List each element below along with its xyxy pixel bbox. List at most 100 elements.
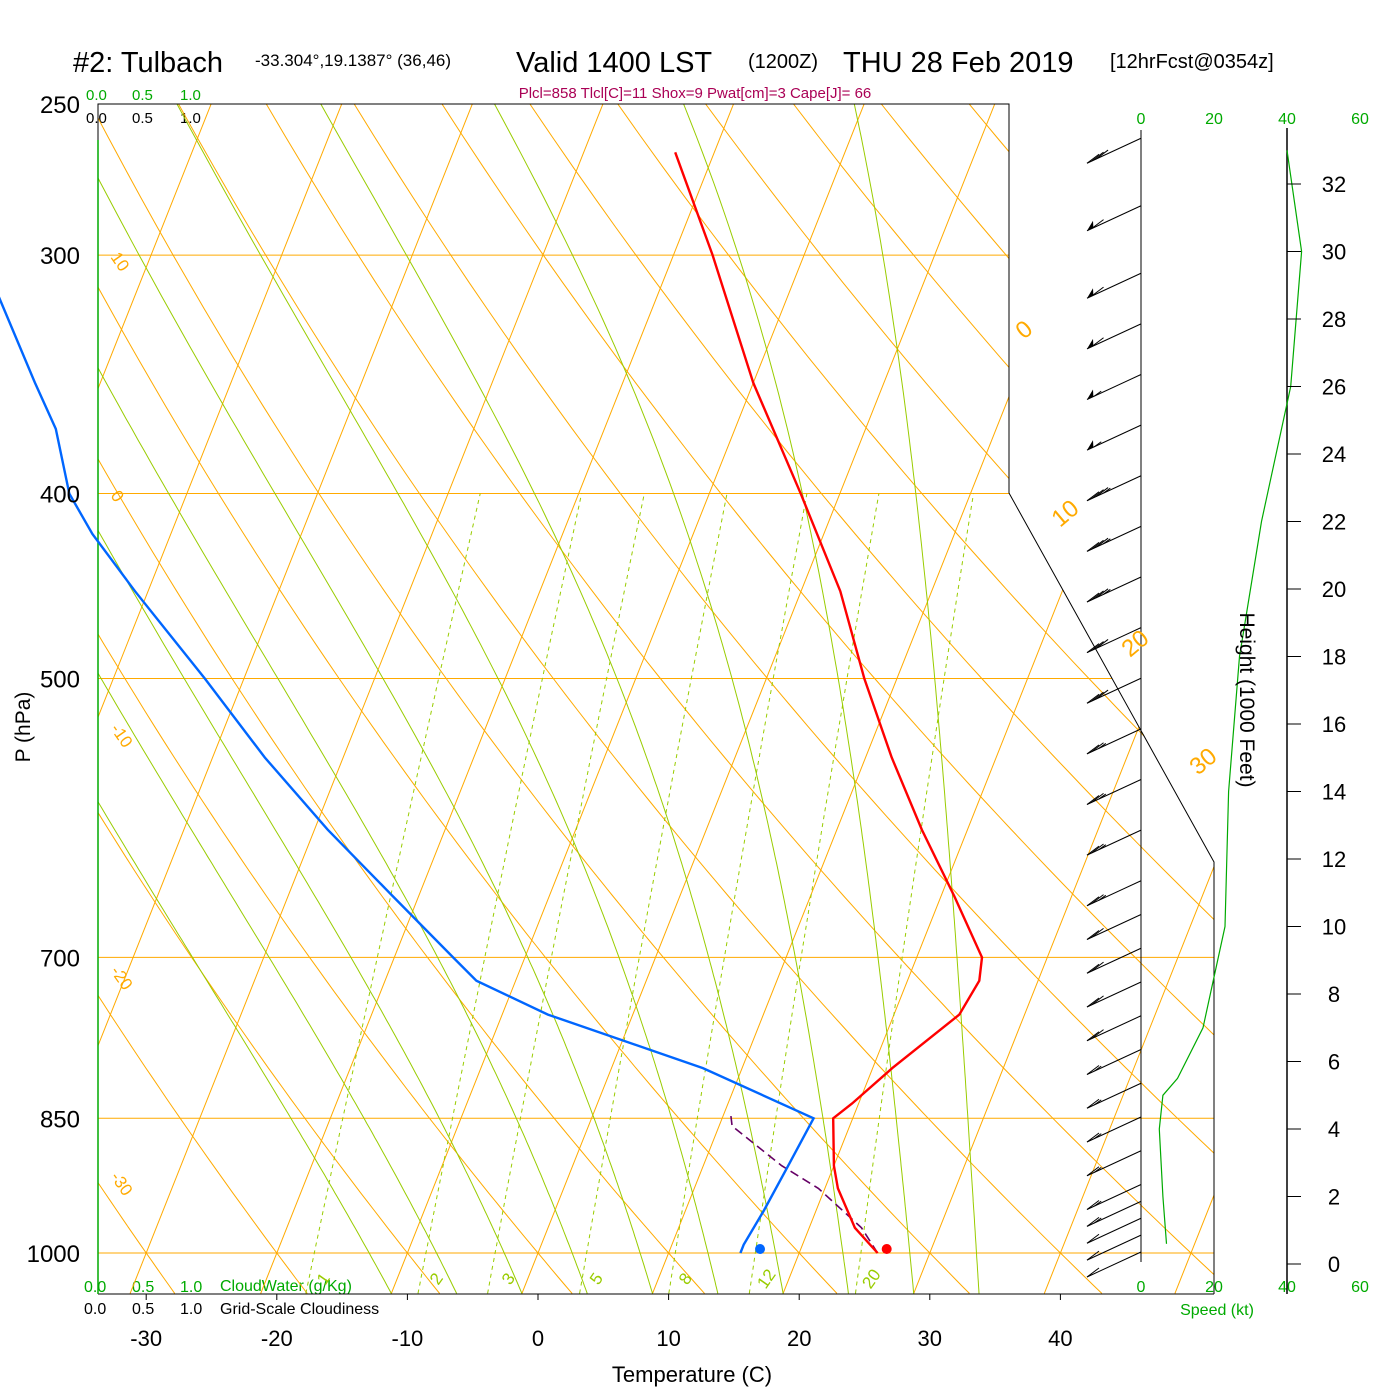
- barb-half-feather: [1098, 743, 1107, 749]
- dry-adiabat-60: [290, 104, 1214, 1294]
- dry-adiabat-label: 10: [1047, 495, 1085, 533]
- barb-feather: [1086, 1250, 1100, 1261]
- dry-adiabat-70: [375, 104, 1214, 1294]
- height-tick-label: 16: [1322, 712, 1346, 737]
- barb-half-feather: [1093, 441, 1102, 448]
- height-axis-label: Height (1000 Feet): [1235, 612, 1258, 787]
- barb-feather: [1086, 541, 1100, 552]
- dry-adiabat-label: 20: [1117, 625, 1155, 663]
- barb-feather: [1095, 149, 1109, 160]
- wind-barb: [1086, 880, 1142, 907]
- wind-barb: [1086, 525, 1142, 552]
- barb-staff: [1086, 829, 1142, 856]
- height-tick-label: 32: [1322, 172, 1346, 197]
- isotherm-label: -20: [107, 963, 137, 994]
- wind-barb: [1086, 981, 1142, 1008]
- barb-staff: [1086, 1015, 1142, 1042]
- plot-frame: [97, 103, 1288, 1295]
- isotherm--30: [129, 104, 646, 1294]
- barb-feather: [1091, 590, 1104, 601]
- dry-adiabat-0: [98, 104, 573, 1294]
- dry-adiabat-100: [629, 104, 1214, 1294]
- wind-barb: [1086, 914, 1142, 940]
- cloudwater-label: CloudWater (g/Kg): [220, 1278, 352, 1295]
- barb-feather: [1086, 1200, 1100, 1210]
- barb-feather: [1086, 1216, 1100, 1227]
- temperature-tick-label: 10: [656, 1326, 680, 1351]
- speed-tick-top-2: 40: [1278, 111, 1296, 128]
- isotherm--50: [98, 104, 385, 1294]
- surface-temperature-dot: [881, 1244, 892, 1254]
- dry-adiabat-90: [544, 104, 1214, 1294]
- isotherm--40: [98, 104, 515, 1294]
- height-tick-label: 12: [1322, 847, 1346, 872]
- barb-half-feather: [1093, 1166, 1102, 1173]
- dewpoint-curve: [0, 296, 816, 1254]
- height-tick-label: 14: [1322, 780, 1346, 805]
- moist-adiabat--10: [98, 197, 392, 1294]
- isotherm--20: [260, 104, 777, 1294]
- barb-feather: [1095, 689, 1109, 700]
- barb-staff: [1086, 677, 1142, 704]
- temperature-tick-label: 40: [1048, 1326, 1072, 1351]
- barb-feather: [1091, 742, 1104, 753]
- pressure-tick-label: 400: [40, 482, 80, 509]
- barb-staff: [1086, 137, 1142, 164]
- height-tick-label: 28: [1322, 307, 1346, 332]
- mixing-ratio-label: 2: [426, 1270, 447, 1289]
- height-tick-label: 6: [1328, 1050, 1340, 1075]
- sounding-params: Plcl=858 Tlcl[C]=11 Shox=9 Pwat[cm]=3 Ca…: [519, 85, 872, 102]
- mixing-ratio-2: [417, 493, 583, 1294]
- cloudiness-tick-bottom-0: 0.0: [84, 1301, 106, 1318]
- pressure-tick-label: 1000: [27, 1241, 80, 1268]
- barb-staff: [1086, 728, 1142, 755]
- isotherm-label: -10: [107, 720, 137, 751]
- barb-flag: [1087, 220, 1094, 231]
- barb-staff: [1086, 525, 1142, 552]
- barb-staff: [1086, 576, 1142, 603]
- barb-feather: [1091, 337, 1104, 348]
- dry-adiabat-20: [98, 104, 838, 1294]
- barb-half-feather: [1103, 589, 1111, 595]
- mixing-ratio-label: 5: [586, 1270, 607, 1289]
- barb-feather: [1086, 1132, 1100, 1143]
- mixing-ratio-5: [579, 493, 728, 1294]
- cloudwater-tick-bottom-1: 0.5: [132, 1279, 154, 1296]
- wind-barb: [1086, 1200, 1142, 1227]
- pressure-tick-label: 300: [40, 243, 80, 270]
- mixing-ratio-label: 3: [498, 1270, 519, 1289]
- moist-adiabat-0: [98, 104, 523, 1294]
- barb-feather: [1091, 894, 1104, 905]
- dry-adiabat-40: [121, 104, 1103, 1294]
- temperature-tick-label: -20: [261, 1326, 293, 1351]
- height-tick-label: 22: [1322, 510, 1346, 535]
- mixing-ratio-8: [668, 493, 808, 1294]
- wind-barb: [1086, 205, 1142, 232]
- barb-half-feather: [1098, 844, 1107, 851]
- barb-feather: [1086, 1031, 1100, 1042]
- parcel-curve: [729, 1113, 879, 1254]
- dry-adiabat-30: [98, 104, 970, 1294]
- wind-barb: [1086, 1150, 1142, 1177]
- wind-barb: [1086, 374, 1142, 400]
- barb-flag: [1087, 440, 1094, 451]
- barb-feather: [1086, 592, 1100, 603]
- barb-feather: [1086, 997, 1100, 1008]
- barb-feather: [1086, 963, 1100, 974]
- barb-feather: [1086, 1098, 1100, 1109]
- barb-staff: [1086, 880, 1142, 907]
- barb-staff: [1086, 627, 1142, 654]
- wind-barb: [1086, 627, 1142, 654]
- height-tick-label: 2: [1328, 1185, 1340, 1210]
- barb-half-feather: [1093, 1200, 1102, 1207]
- barb-staff: [1086, 1217, 1142, 1244]
- wind-barb: [1086, 323, 1142, 350]
- isotherm-label: -30: [107, 1168, 137, 1199]
- cloudwater-tick-top-2: 1.0: [180, 87, 201, 104]
- mixing-ratio-1: [305, 493, 481, 1294]
- cloudiness-label: Grid-Scale Cloudiness: [220, 1301, 379, 1318]
- isotherm--60: [98, 104, 254, 1294]
- height-tick-label: 20: [1322, 577, 1346, 602]
- utc-time: (1200Z): [748, 51, 818, 73]
